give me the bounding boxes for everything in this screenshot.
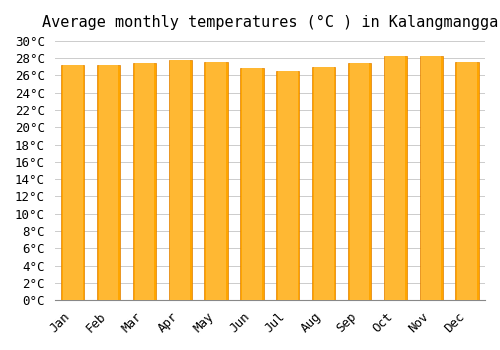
Bar [98, 65, 118, 300]
Bar [314, 67, 334, 300]
Bar [350, 63, 370, 300]
Bar [422, 56, 441, 300]
Bar [278, 71, 297, 300]
Bar [386, 56, 405, 300]
Bar [348, 63, 371, 300]
Bar [456, 62, 478, 300]
Bar [134, 63, 154, 300]
Bar [168, 60, 192, 300]
Bar [206, 62, 226, 300]
Bar [242, 68, 262, 300]
Bar [420, 56, 443, 300]
Bar [132, 63, 156, 300]
Bar [312, 67, 336, 300]
Bar [240, 68, 264, 300]
Bar [384, 56, 407, 300]
Bar [97, 65, 120, 300]
Bar [61, 65, 84, 300]
Bar [204, 62, 228, 300]
Bar [63, 65, 82, 300]
Bar [457, 62, 477, 300]
Bar [276, 71, 299, 300]
Bar [170, 60, 190, 300]
Title: Average monthly temperatures (°C ) in Kalangmangga: Average monthly temperatures (°C ) in Ka… [42, 15, 498, 30]
